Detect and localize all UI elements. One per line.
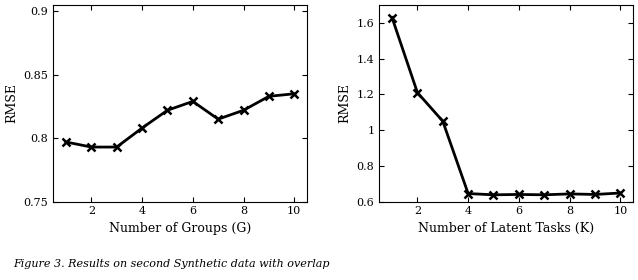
X-axis label: Number of Latent Tasks (K): Number of Latent Tasks (K) <box>418 222 594 235</box>
Y-axis label: RMSE: RMSE <box>338 83 351 123</box>
Text: Figure 3. Results on second Synthetic data with overlap: Figure 3. Results on second Synthetic da… <box>13 259 329 269</box>
X-axis label: Number of Groups (G): Number of Groups (G) <box>109 222 251 235</box>
Y-axis label: RMSE: RMSE <box>5 83 18 123</box>
